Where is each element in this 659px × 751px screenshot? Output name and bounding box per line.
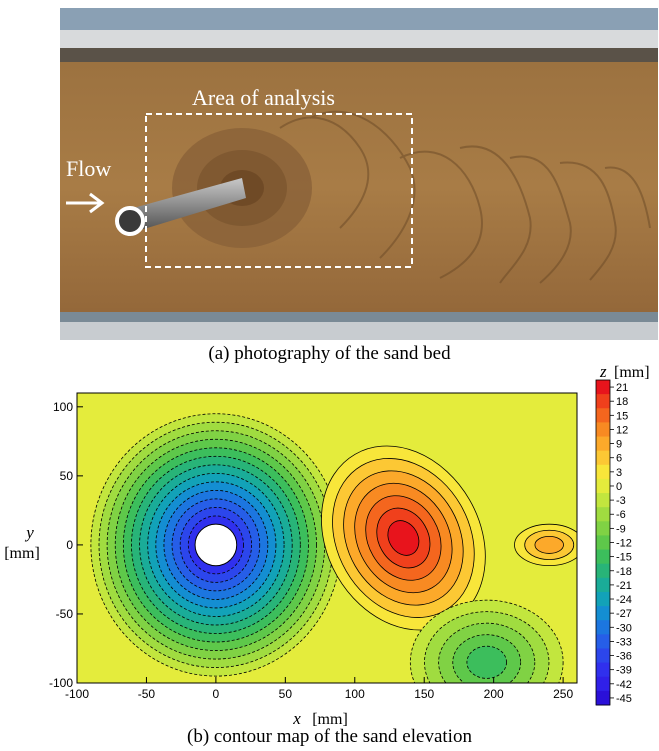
plot-frame bbox=[76, 392, 578, 684]
y-tick-label: -50 bbox=[56, 607, 74, 621]
colorbar-swatch bbox=[596, 493, 610, 508]
colorbar-label: -6 bbox=[616, 509, 626, 521]
colorbar-swatch bbox=[596, 606, 610, 621]
y-axis-var: y bbox=[24, 523, 34, 542]
x-tick-label: -100 bbox=[65, 687, 89, 701]
colorbar-label: -33 bbox=[616, 636, 632, 648]
colorbar-swatch bbox=[596, 563, 610, 579]
x-tick-label: 250 bbox=[553, 687, 573, 701]
colorbar-swatch bbox=[596, 478, 610, 494]
colorbar-label: -27 bbox=[616, 608, 632, 620]
colorbar-label: -9 bbox=[616, 523, 626, 535]
colorbar-swatch bbox=[596, 634, 610, 649]
y-tick-label: 0 bbox=[66, 538, 73, 552]
colorbar-var: z bbox=[599, 362, 607, 381]
x-axis-unit: [mm] bbox=[312, 711, 348, 728]
colorbar-frame bbox=[595, 379, 611, 706]
colorbar-label: 0 bbox=[616, 481, 622, 493]
y-axis-unit: [mm] bbox=[4, 545, 40, 562]
colorbar-label: -12 bbox=[616, 538, 632, 550]
colorbar-swatch bbox=[596, 450, 610, 466]
colorbar-label: -18 bbox=[616, 566, 632, 578]
colorbar-swatch bbox=[596, 535, 610, 551]
colorbar-label: 3 bbox=[616, 467, 622, 479]
flow-label: Flow bbox=[66, 156, 111, 181]
colorbar-swatch bbox=[596, 676, 610, 692]
colorbar-swatch bbox=[596, 408, 610, 423]
sand-bed-photo: Area of analysis Flow bbox=[60, 8, 658, 340]
colorbar-label: -36 bbox=[616, 651, 632, 663]
colorbar-label: -21 bbox=[616, 580, 632, 592]
y-tick-label: 100 bbox=[53, 400, 73, 414]
colorbar-label: 12 bbox=[616, 424, 628, 436]
colorbar-swatch bbox=[596, 690, 610, 706]
area-of-analysis-box bbox=[145, 113, 413, 268]
caption-b: (b) contour map of the sand elevation bbox=[187, 726, 472, 747]
x-axis-var: x bbox=[292, 709, 301, 728]
x-tick-label: 50 bbox=[279, 687, 293, 701]
x-tick-label: 200 bbox=[484, 687, 504, 701]
colorbar-swatch bbox=[596, 648, 610, 664]
colorbar-label: -42 bbox=[616, 679, 632, 691]
colorbar-label: -15 bbox=[616, 552, 632, 564]
colorbar-swatch bbox=[596, 620, 610, 635]
colorbar-swatch bbox=[596, 394, 610, 409]
x-tick-label: 150 bbox=[414, 687, 434, 701]
colorbar-label: 15 bbox=[616, 410, 628, 422]
colorbar-swatch bbox=[596, 380, 610, 395]
colorbar-swatch bbox=[596, 549, 610, 565]
area-of-analysis-label: Area of analysis bbox=[192, 85, 335, 110]
colorbar-swatch bbox=[596, 507, 610, 522]
colorbar-label: 21 bbox=[616, 382, 628, 394]
colorbar-swatch bbox=[596, 662, 610, 678]
colorbar-swatch bbox=[596, 577, 610, 593]
colorbar-swatch bbox=[596, 464, 610, 480]
x-tick-label: -50 bbox=[138, 687, 156, 701]
colorbar-label: -39 bbox=[616, 665, 632, 677]
y-tick-label: -100 bbox=[49, 676, 73, 690]
flow-arrow-icon bbox=[66, 192, 105, 214]
colorbar-label: -30 bbox=[616, 622, 632, 634]
caption-a: (a) photography of the sand bed bbox=[208, 343, 451, 364]
colorbar-label: 9 bbox=[616, 439, 622, 451]
y-tick-label: 50 bbox=[60, 469, 74, 483]
colorbar-label: -3 bbox=[616, 495, 626, 507]
colorbar-label: -24 bbox=[616, 594, 632, 606]
colorbar-swatch bbox=[596, 591, 610, 607]
x-tick-label: 100 bbox=[345, 687, 365, 701]
colorbar-swatch bbox=[596, 521, 610, 536]
ridge-contour bbox=[534, 535, 564, 554]
colorbar-label: 18 bbox=[616, 396, 628, 408]
dune-contour bbox=[387, 520, 420, 556]
trough-contour bbox=[466, 645, 507, 679]
pier-circle bbox=[194, 523, 238, 567]
x-tick-label: 0 bbox=[213, 687, 220, 701]
colorbar-unit: [mm] bbox=[614, 364, 650, 381]
colorbar-label: -45 bbox=[616, 693, 632, 705]
colorbar-swatch bbox=[596, 422, 610, 438]
colorbar-label: 6 bbox=[616, 453, 622, 465]
colorbar-swatch bbox=[596, 436, 610, 452]
